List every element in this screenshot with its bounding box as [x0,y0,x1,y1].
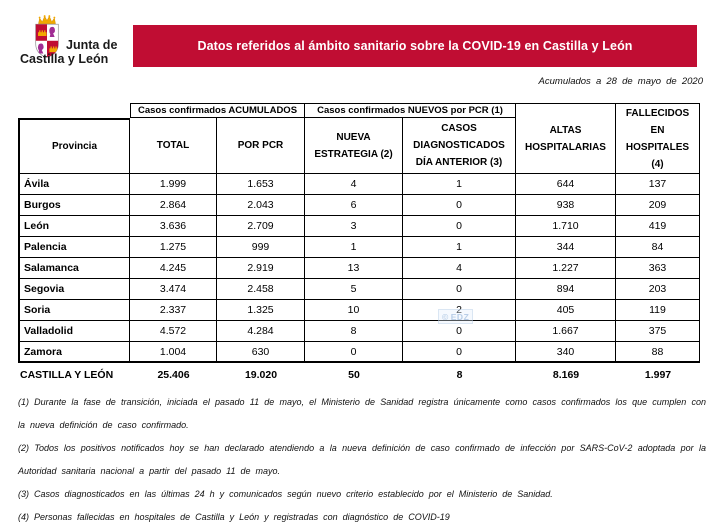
data-cell: 1.275 [130,237,217,258]
data-cell: 84 [616,237,700,258]
data-cell: 419 [616,216,700,237]
data-cell: 363 [616,258,700,279]
watermark-text: EDZ [450,311,470,322]
group-header-acumulados: Casos confirmados ACUMULADOS [130,103,305,118]
title-banner: Datos referidos al ámbito sanitario sobr… [133,25,697,67]
data-cell: 209 [616,195,700,216]
total-cell: 8 [456,369,463,381]
junta-logo: Junta de Castilla y León [20,14,138,72]
data-cell: 4 [403,258,516,279]
data-cell: 88 [616,342,700,363]
data-cell: 13 [305,258,403,279]
province-cell: Salamanca [18,258,130,279]
junta-coat-of-arms-icon [35,15,59,58]
data-cell: 894 [516,279,616,300]
data-cell: 2.337 [130,300,217,321]
province-cell: Burgos [18,195,130,216]
footnote-1: (1) Durante la fase de transición, inici… [18,397,706,430]
total-row-label: CASTILLA Y LEÓN [20,369,114,381]
accumulated-date-note: Acumulados a 28 de mayo de 2020 [538,76,703,87]
data-cell: 340 [516,342,616,363]
province-cell: Zamora [18,342,130,363]
logo-text-line1: Junta de [66,38,118,52]
data-cell: 1.667 [516,321,616,342]
data-cell: 6 [305,195,403,216]
footnote-4: (4) Personas fallecidas en hospitales de… [18,512,450,522]
data-cell: 4 [305,174,403,195]
column-header-fallecidos: FALLECIDOS EN HOSPITALES (4) [616,103,700,174]
data-cell: 375 [616,321,700,342]
data-cell: 0 [403,195,516,216]
data-cell: 8 [305,321,403,342]
data-cell: 630 [217,342,305,363]
data-cell: 1.227 [516,258,616,279]
data-cell: 1.653 [217,174,305,195]
column-header-nueva-estrategia: NUEVA ESTRATEGIA (2) [305,118,403,174]
data-cell: 4.284 [217,321,305,342]
province-cell: Palencia [18,237,130,258]
group-header-nuevos: Casos confirmados NUEVOS por PCR (1) [305,103,516,118]
footnotes: (1) Durante la fase de transición, inici… [18,391,706,523]
column-header-diag-anterior: CASOS DIAGNOSTICADOS DÍA ANTERIOR (3) [403,118,516,174]
data-cell: 2.458 [217,279,305,300]
data-cell: 2 [403,300,516,321]
column-header-provincia: Provincia [18,118,130,174]
data-cell: 2.919 [217,258,305,279]
province-cell: Soria [18,300,130,321]
province-cell: Ávila [18,174,130,195]
data-cell: 344 [516,237,616,258]
data-cell: 3 [305,216,403,237]
watermark-stamp: © EDZ [438,309,474,324]
data-cell: 1.325 [217,300,305,321]
data-cell: 203 [616,279,700,300]
covid-data-table: Casos confirmados ACUMULADOS Casos confi… [18,103,700,387]
total-cell: 50 [348,369,360,381]
data-cell: 0 [403,321,516,342]
data-cell: 1 [403,237,516,258]
logo-text-line2: Castilla y León [20,52,109,66]
data-cell: 5 [305,279,403,300]
data-cell: 3.636 [130,216,217,237]
data-cell: 1.999 [130,174,217,195]
province-cell: Segovia [18,279,130,300]
header-spacer [18,103,130,118]
province-cell: Valladolid [18,321,130,342]
copyright-icon: © [442,311,449,322]
province-cell: León [18,216,130,237]
data-cell: 0 [403,279,516,300]
data-cell: 2.043 [217,195,305,216]
total-cell: 8.169 [552,369,580,381]
data-cell: 0 [403,342,516,363]
data-cell: 1 [403,174,516,195]
data-cell: 405 [516,300,616,321]
column-header-total: TOTAL [130,118,217,174]
column-header-altas: ALTAS HOSPITALARIAS [516,103,616,174]
data-cell: 0 [305,342,403,363]
page-title: Datos referidos al ámbito sanitario sobr… [197,39,633,53]
data-cell: 2.709 [217,216,305,237]
data-cell: 4.572 [130,321,217,342]
data-cell: 4.245 [130,258,217,279]
footnote-2: (2) Todos los positivos notificados hoy … [18,443,706,476]
data-cell: 3.474 [130,279,217,300]
data-cell: 2.864 [130,195,217,216]
data-cell: 137 [616,174,700,195]
data-cell: 999 [217,237,305,258]
data-cell: 938 [516,195,616,216]
data-cell: 10 [305,300,403,321]
data-cell: 119 [616,300,700,321]
footnote-3: (3) Casos diagnosticados en las últimas … [18,489,553,499]
data-cell: 0 [403,216,516,237]
data-cell: 644 [516,174,616,195]
total-cell: 1.997 [644,369,672,381]
column-header-por-pcr: POR PCR [217,118,305,174]
data-cell: 1.004 [130,342,217,363]
total-cell: 19.020 [244,369,278,381]
data-cell: 1.710 [516,216,616,237]
data-cell: 1 [305,237,403,258]
total-cell: 25.406 [157,369,190,381]
